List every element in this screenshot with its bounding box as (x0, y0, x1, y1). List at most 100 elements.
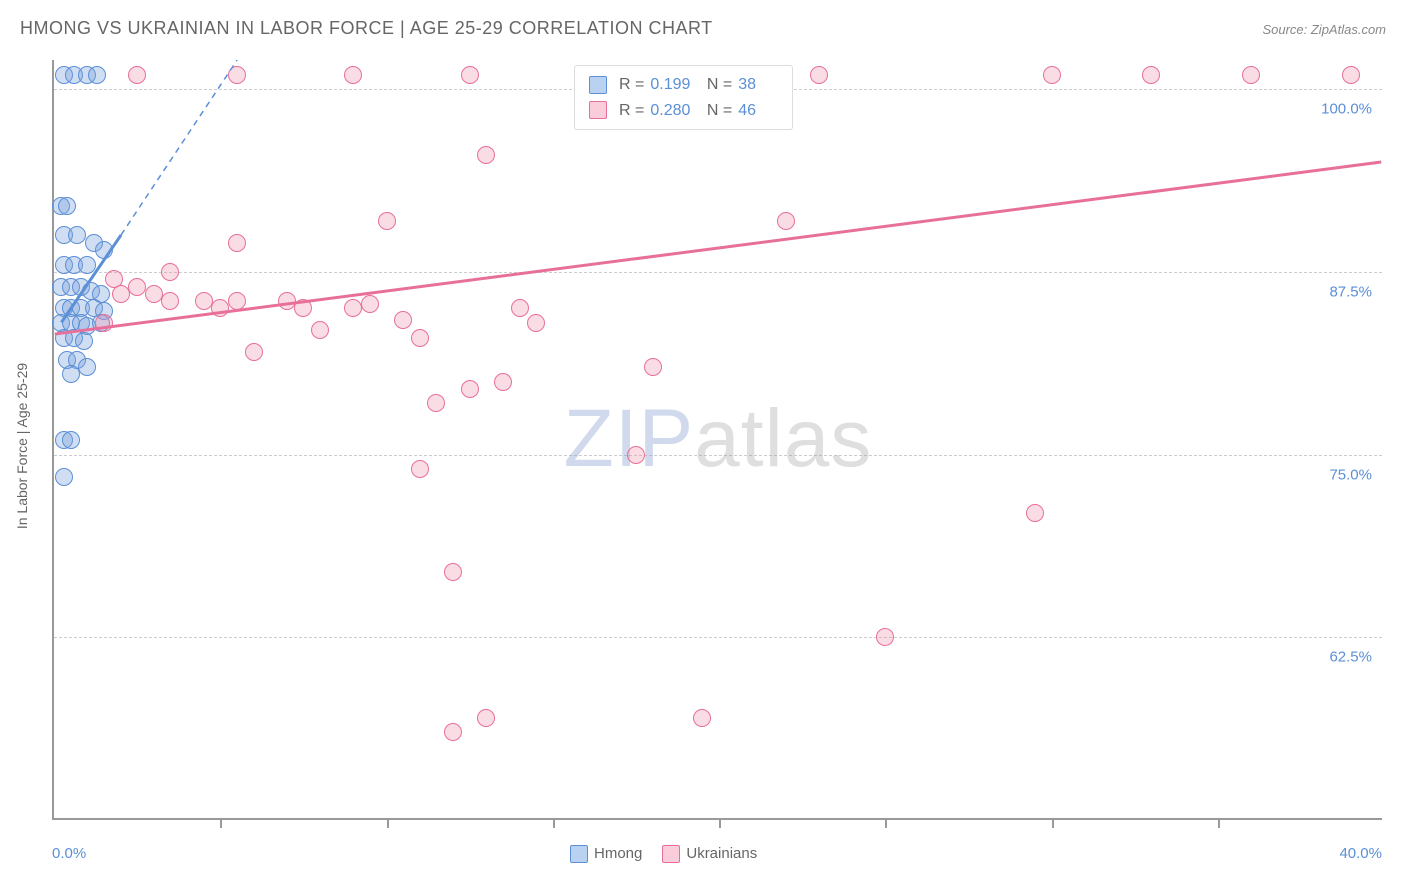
gridline-h (54, 272, 1382, 273)
data-point-ukrainians (511, 299, 529, 317)
stats-row-ukrainians: R = 0.280 N = 46 (589, 98, 778, 124)
legend-item-ukrainians: Ukrainians (662, 845, 757, 863)
data-point-ukrainians (128, 66, 146, 84)
data-point-ukrainians (411, 460, 429, 478)
data-point-ukrainians (245, 343, 263, 361)
legend-item-hmong: Hmong (570, 845, 642, 863)
data-point-hmong (62, 365, 80, 383)
n-label: N = (707, 72, 732, 98)
y-tick-label: 75.0% (1329, 466, 1372, 483)
r-value: 0.199 (650, 72, 690, 98)
x-axis-min-label: 0.0% (52, 845, 86, 862)
data-point-ukrainians (1043, 66, 1061, 84)
data-point-ukrainians (145, 285, 163, 303)
data-point-ukrainians (195, 292, 213, 310)
data-point-ukrainians (777, 212, 795, 230)
series-legend: Hmong Ukrainians (570, 845, 757, 863)
data-point-hmong (62, 431, 80, 449)
data-point-ukrainians (112, 285, 130, 303)
y-tick-label: 100.0% (1321, 101, 1372, 118)
data-point-ukrainians (361, 295, 379, 313)
x-tick-mark (1218, 818, 1220, 828)
ukrainians-swatch-icon (589, 101, 607, 119)
data-point-ukrainians (128, 278, 146, 296)
r-label: R = (619, 72, 644, 98)
data-point-hmong (95, 241, 113, 259)
stats-legend: R = 0.199 N = 38R = 0.280 N = 46 (574, 65, 793, 130)
x-tick-mark (885, 818, 887, 828)
data-point-hmong (58, 197, 76, 215)
data-point-ukrainians (228, 292, 246, 310)
x-tick-mark (1052, 818, 1054, 828)
data-point-ukrainians (444, 563, 462, 581)
data-point-ukrainians (876, 628, 894, 646)
data-point-ukrainians (411, 329, 429, 347)
data-point-ukrainians (810, 66, 828, 84)
data-point-ukrainians (527, 314, 545, 332)
data-point-ukrainians (228, 66, 246, 84)
data-point-hmong (75, 332, 93, 350)
x-axis-max-label: 40.0% (1339, 845, 1382, 862)
data-point-ukrainians (693, 709, 711, 727)
plot-area: ZIPatlas R = 0.199 N = 38R = 0.280 N = 4… (52, 60, 1382, 820)
x-tick-mark (387, 818, 389, 828)
n-value: 38 (738, 72, 778, 98)
data-point-ukrainians (161, 263, 179, 281)
trend-lines-svg (54, 60, 1382, 818)
watermark-atlas: atlas (694, 393, 872, 484)
data-point-ukrainians (95, 314, 113, 332)
x-tick-mark (719, 818, 721, 828)
data-point-hmong (55, 468, 73, 486)
y-axis-label: In Labor Force | Age 25-29 (14, 363, 30, 529)
data-point-ukrainians (494, 373, 512, 391)
stats-row-hmong: R = 0.199 N = 38 (589, 72, 778, 98)
r-label: R = (619, 98, 644, 124)
data-point-hmong (78, 358, 96, 376)
ukrainians-swatch-icon (662, 845, 680, 863)
data-point-ukrainians (1142, 66, 1160, 84)
data-point-ukrainians (461, 66, 479, 84)
data-point-ukrainians (1242, 66, 1260, 84)
n-label: N = (707, 98, 732, 124)
data-point-ukrainians (461, 380, 479, 398)
chart-title: HMONG VS UKRAINIAN IN LABOR FORCE | AGE … (20, 18, 713, 39)
data-point-ukrainians (161, 292, 179, 310)
data-point-ukrainians (278, 292, 296, 310)
hmong-swatch-icon (589, 76, 607, 94)
title-row: HMONG VS UKRAINIAN IN LABOR FORCE | AGE … (20, 18, 1386, 39)
data-point-ukrainians (228, 234, 246, 252)
chart-container: HMONG VS UKRAINIAN IN LABOR FORCE | AGE … (0, 0, 1406, 892)
watermark: ZIPatlas (564, 392, 873, 486)
data-point-ukrainians (344, 66, 362, 84)
data-point-ukrainians (444, 723, 462, 741)
data-point-hmong (88, 66, 106, 84)
watermark-zip: ZIP (564, 393, 695, 484)
y-tick-label: 87.5% (1329, 283, 1372, 300)
hmong-label: Hmong (594, 845, 642, 862)
data-point-ukrainians (1342, 66, 1360, 84)
data-point-ukrainians (477, 709, 495, 727)
ukrainians-label: Ukrainians (686, 845, 757, 862)
y-tick-label: 62.5% (1329, 649, 1372, 666)
data-point-ukrainians (644, 358, 662, 376)
data-point-ukrainians (627, 446, 645, 464)
data-point-ukrainians (477, 146, 495, 164)
n-value: 46 (738, 98, 778, 124)
gridline-h (54, 455, 1382, 456)
data-point-ukrainians (427, 394, 445, 412)
data-point-ukrainians (1026, 504, 1044, 522)
data-point-ukrainians (294, 299, 312, 317)
data-point-hmong (68, 226, 86, 244)
x-tick-mark (220, 818, 222, 828)
data-point-ukrainians (311, 321, 329, 339)
data-point-ukrainians (211, 299, 229, 317)
r-value: 0.280 (650, 98, 690, 124)
data-point-ukrainians (394, 311, 412, 329)
data-point-hmong (78, 256, 96, 274)
chart-source: Source: ZipAtlas.com (1262, 22, 1386, 37)
data-point-ukrainians (378, 212, 396, 230)
gridline-h (54, 637, 1382, 638)
data-point-ukrainians (344, 299, 362, 317)
x-tick-mark (553, 818, 555, 828)
hmong-swatch-icon (570, 845, 588, 863)
